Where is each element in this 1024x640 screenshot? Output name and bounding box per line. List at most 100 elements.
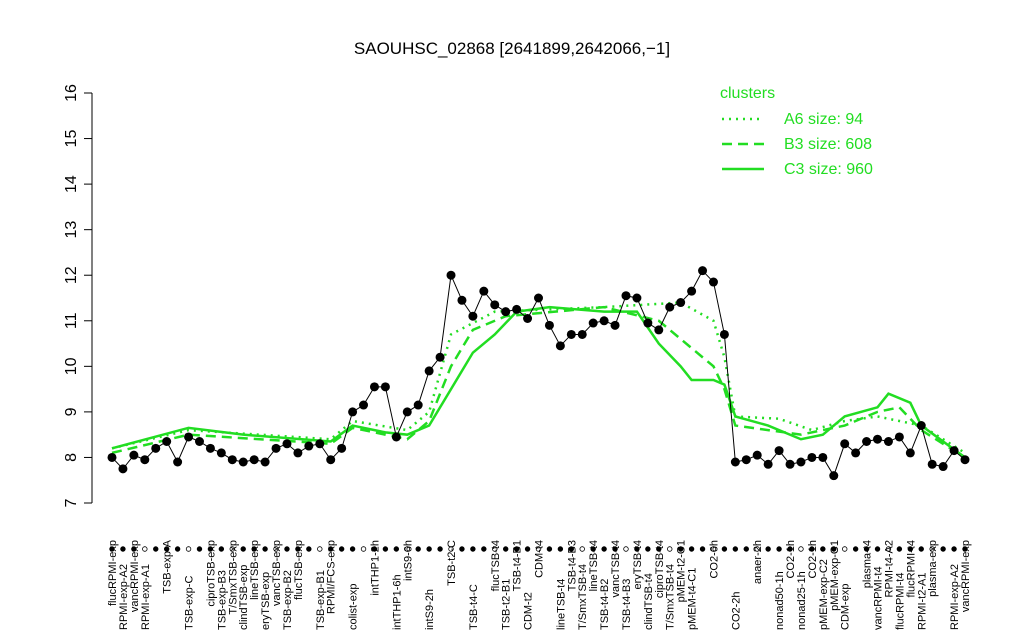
y-tick-label: 10 (63, 357, 80, 375)
x-tick-label: ciproTSB-t4 (654, 540, 666, 598)
member-dot (896, 546, 903, 552)
member-dot (492, 546, 498, 552)
member-dot (546, 546, 553, 552)
member-dot (295, 546, 301, 552)
data-point (424, 366, 434, 376)
member-dot (874, 546, 881, 552)
x-tick-label: RPMI-t4-A2 (883, 540, 895, 597)
x-tick-label: pMEM-t2-C1 (676, 540, 688, 602)
member-dot (699, 546, 706, 552)
member-dot (502, 546, 509, 552)
data-point (829, 471, 839, 481)
x-tick-label: pMEM-t4-C1 (687, 568, 699, 630)
member-dot (798, 546, 804, 552)
x-tick-label: vancTSB-t4 (610, 540, 622, 597)
member-dot (284, 546, 290, 552)
member-dot (732, 546, 739, 552)
x-tick-label: pMEM-exp-C2 (818, 559, 830, 630)
y-tick-label: 8 (63, 453, 80, 462)
member-dot (842, 546, 848, 552)
data-point (730, 457, 740, 467)
x-tick-label: plasma-exp (927, 540, 939, 597)
data-point (271, 443, 281, 453)
x-tick-label: flucRPMI-exp (107, 540, 119, 606)
data-point (708, 277, 718, 287)
y-tick-label: 7 (63, 498, 80, 507)
member-dot (885, 546, 892, 552)
x-tick-label: CO2-6h (708, 540, 720, 579)
data-point (643, 318, 653, 328)
data-point (402, 407, 412, 417)
member-dot (481, 546, 487, 552)
member-dot (163, 546, 170, 552)
data-point (227, 455, 237, 465)
member-dot (470, 546, 476, 552)
legend-label: C3 size: 960 (784, 161, 873, 178)
x-tick-label: lineTSB-exp (249, 540, 261, 600)
data-point (151, 443, 161, 453)
member-dot (262, 546, 268, 552)
data-point (107, 452, 117, 462)
member-dot (153, 546, 159, 552)
x-tick-label: anaer-2h (752, 540, 764, 584)
member-dot (787, 546, 793, 552)
data-point (621, 291, 631, 301)
member-dot (557, 546, 564, 552)
member-dot (317, 546, 323, 552)
x-tick-label: TSB-t4-B2 (599, 579, 611, 630)
data-point (293, 448, 303, 458)
x-tick-label: intTHP1-6h (391, 574, 403, 630)
member-dot (951, 546, 957, 552)
member-dot (535, 546, 542, 552)
x-tick-label: TSB-exp-C (184, 576, 196, 630)
x-tick-label: flucTSB-exp (293, 540, 305, 600)
member-dot (306, 546, 312, 552)
y-tick-label: 11 (63, 312, 80, 329)
data-point (216, 448, 226, 458)
member-dot (852, 546, 859, 552)
member-dot (656, 546, 662, 552)
data-point (610, 320, 620, 330)
data-point (315, 439, 325, 449)
member-dot (688, 546, 695, 552)
x-tick-label: TSB-exp-A (162, 539, 174, 593)
data-point (883, 437, 893, 446)
member-dot (513, 546, 520, 552)
data-point (413, 400, 423, 410)
member-dot (349, 546, 356, 552)
x-tick-label: TSB-t4-B1 (512, 540, 524, 591)
data-point (894, 432, 904, 442)
x-tick-label: flucRPMI-t4 (894, 573, 906, 630)
member-dot (918, 546, 924, 552)
member-dot (174, 546, 181, 552)
data-point (369, 382, 379, 392)
member-dot (207, 546, 214, 552)
cluster-line (111, 305, 966, 459)
x-tick-label: RPMI-exp-A1 (140, 564, 152, 630)
x-tick-label: intS9-6h (402, 540, 414, 581)
y-tick-label: 15 (63, 130, 80, 148)
data-point (512, 304, 522, 314)
data-point (435, 352, 445, 362)
data-point (862, 437, 872, 446)
data-point (818, 452, 828, 462)
x-tick-label: TSB-exp-B3 (216, 570, 228, 630)
member-dot (831, 546, 837, 552)
member-dot (612, 546, 618, 552)
data-point (468, 311, 478, 321)
data-point (337, 443, 347, 453)
member-dot (393, 546, 400, 552)
x-tick-label: CO2-1h (785, 540, 797, 579)
cluster-line (111, 301, 966, 454)
member-dot (273, 546, 279, 552)
member-dot (251, 546, 257, 552)
data-point (654, 325, 664, 335)
data-point (129, 450, 139, 460)
member-dot (459, 546, 465, 552)
data-point (140, 455, 150, 465)
member-dot (645, 546, 651, 552)
x-tick-label: TSB-exp-B1 (315, 570, 327, 630)
data-point (599, 316, 609, 326)
member-dot (863, 546, 870, 552)
data-point (118, 464, 128, 474)
